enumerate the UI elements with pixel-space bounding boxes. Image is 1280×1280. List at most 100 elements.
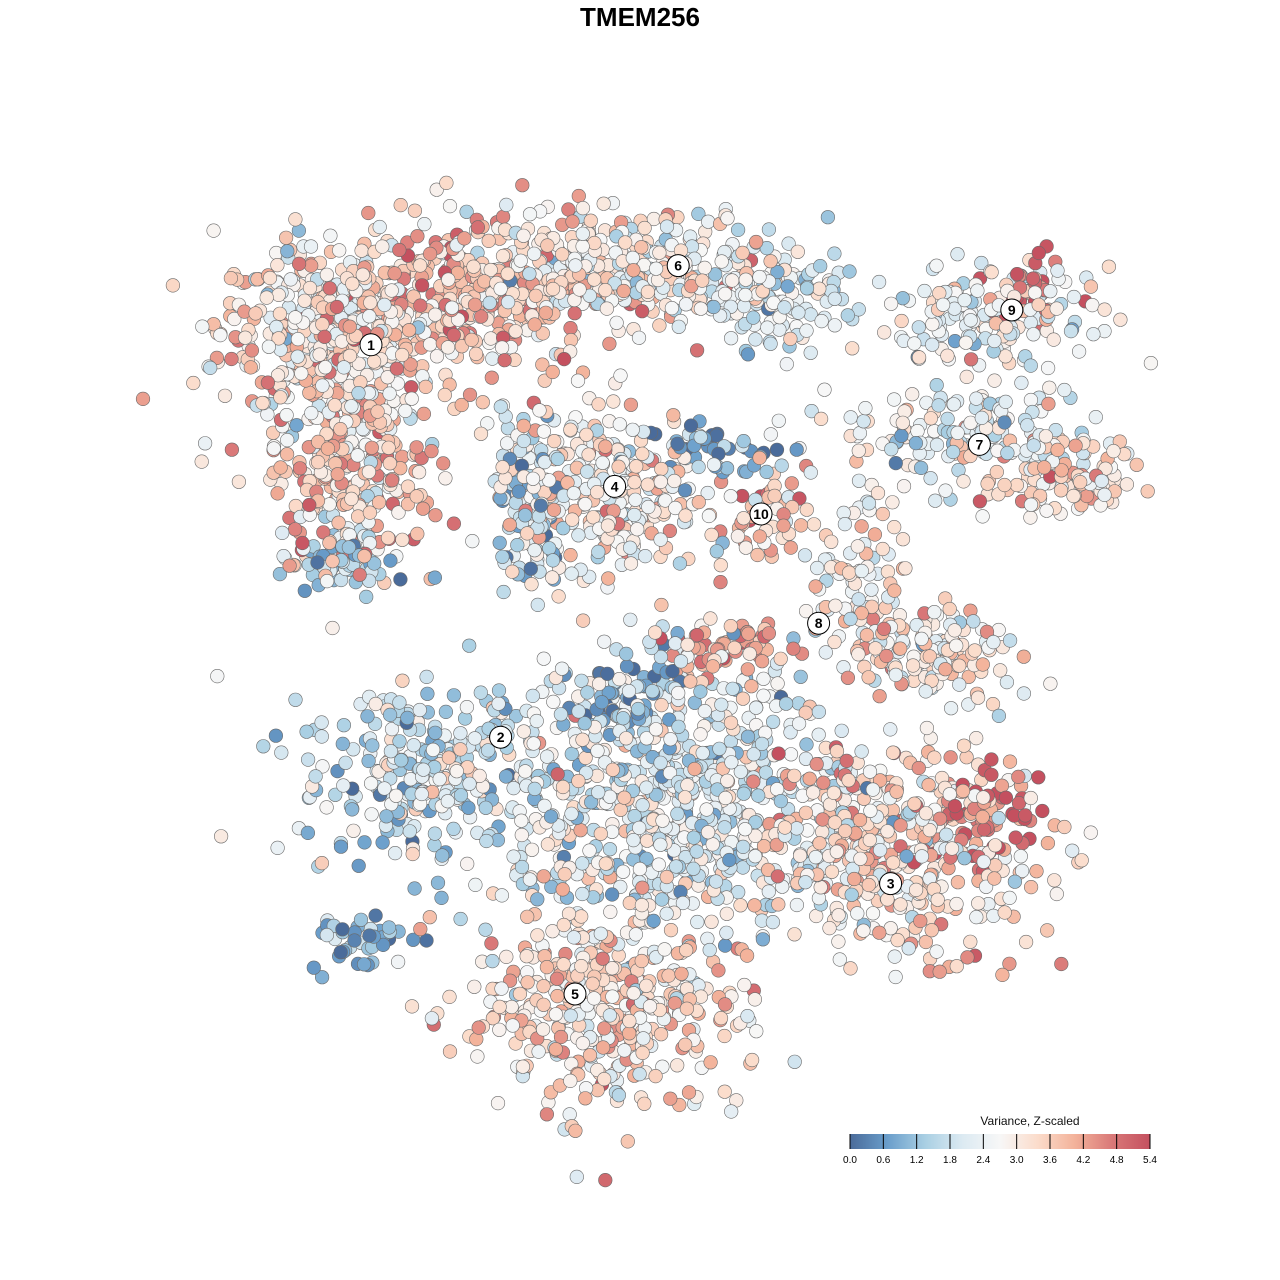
data-point — [567, 306, 582, 321]
data-point — [730, 529, 746, 544]
cluster-label-4: 4 — [603, 474, 627, 498]
data-point — [812, 836, 827, 851]
data-point — [626, 986, 641, 1001]
data-point — [717, 997, 733, 1012]
data-point — [875, 506, 890, 522]
data-point — [634, 953, 649, 969]
data-point — [976, 854, 991, 869]
data-point — [393, 198, 408, 213]
data-point — [565, 512, 580, 527]
data-point — [1008, 830, 1023, 845]
data-point — [602, 1008, 618, 1023]
data-point — [371, 495, 387, 510]
data-point — [956, 738, 972, 753]
data-point — [829, 844, 844, 859]
data-point — [597, 1071, 612, 1087]
data-point — [999, 674, 1015, 690]
data-point — [217, 388, 233, 403]
data-point — [864, 582, 879, 597]
data-point — [943, 701, 959, 716]
data-point — [505, 1018, 520, 1033]
data-point — [479, 833, 494, 849]
data-point — [790, 244, 805, 259]
data-point — [883, 296, 899, 311]
data-point — [681, 1085, 697, 1100]
data-point — [484, 370, 499, 385]
data-point — [739, 948, 755, 963]
data-point — [210, 668, 225, 684]
data-point — [654, 697, 669, 713]
data-point — [545, 570, 560, 585]
data-point — [808, 579, 823, 594]
colorbar-tick-label: 1.8 — [943, 1155, 957, 1166]
data-point — [295, 535, 310, 551]
data-point — [1046, 332, 1061, 347]
data-point — [851, 592, 866, 607]
data-point — [1068, 438, 1083, 453]
data-point — [621, 683, 637, 699]
data-point — [618, 731, 634, 746]
data-point — [413, 921, 428, 937]
data-point — [893, 641, 908, 656]
colorbar-tick-label: 0.0 — [843, 1155, 857, 1166]
data-point — [483, 331, 498, 346]
data-point — [735, 691, 751, 706]
data-point — [697, 703, 712, 719]
data-point — [735, 839, 751, 855]
data-point — [719, 925, 734, 940]
data-point — [288, 212, 303, 227]
data-point — [952, 677, 967, 692]
data-point — [315, 317, 330, 332]
data-point — [1050, 263, 1065, 278]
data-point — [387, 266, 402, 281]
data-point — [357, 835, 372, 850]
data-point — [856, 923, 871, 938]
data-point — [470, 1049, 485, 1064]
data-point — [520, 526, 535, 541]
data-point — [1009, 267, 1025, 282]
data-point — [453, 726, 468, 741]
data-point — [609, 315, 624, 330]
data-point — [568, 258, 583, 273]
data-point — [929, 944, 944, 959]
data-point — [635, 446, 650, 461]
data-point — [591, 785, 606, 800]
data-point — [963, 934, 978, 949]
data-point — [811, 704, 827, 720]
data-point — [642, 999, 658, 1014]
data-point — [638, 548, 653, 564]
data-point — [381, 440, 396, 455]
data-point — [993, 663, 1008, 678]
data-point — [579, 427, 594, 442]
data-point — [918, 684, 933, 699]
data-point — [880, 564, 896, 579]
data-point — [840, 670, 856, 685]
data-point — [1047, 873, 1062, 888]
data-point — [877, 325, 892, 340]
data-point — [575, 226, 590, 241]
data-point — [737, 977, 752, 993]
data-point — [593, 826, 608, 841]
data-point — [319, 927, 335, 943]
data-point — [627, 507, 642, 523]
data-point — [357, 549, 372, 564]
data-point — [952, 658, 967, 673]
data-point — [470, 220, 486, 235]
data-point — [536, 997, 551, 1012]
data-point — [755, 932, 771, 947]
data-point — [918, 806, 934, 821]
data-point — [700, 485, 715, 501]
data-point — [383, 553, 398, 568]
data-point — [569, 1169, 584, 1184]
data-point — [435, 848, 450, 863]
data-point — [648, 1068, 663, 1084]
cluster-label-2: 2 — [489, 725, 513, 749]
data-point — [765, 914, 781, 930]
cluster-label-6: 6 — [666, 254, 690, 278]
data-point — [344, 491, 359, 507]
data-point — [395, 673, 410, 688]
data-point — [1053, 483, 1069, 498]
data-point — [671, 719, 686, 734]
data-point — [290, 349, 305, 364]
data-point — [473, 426, 489, 441]
